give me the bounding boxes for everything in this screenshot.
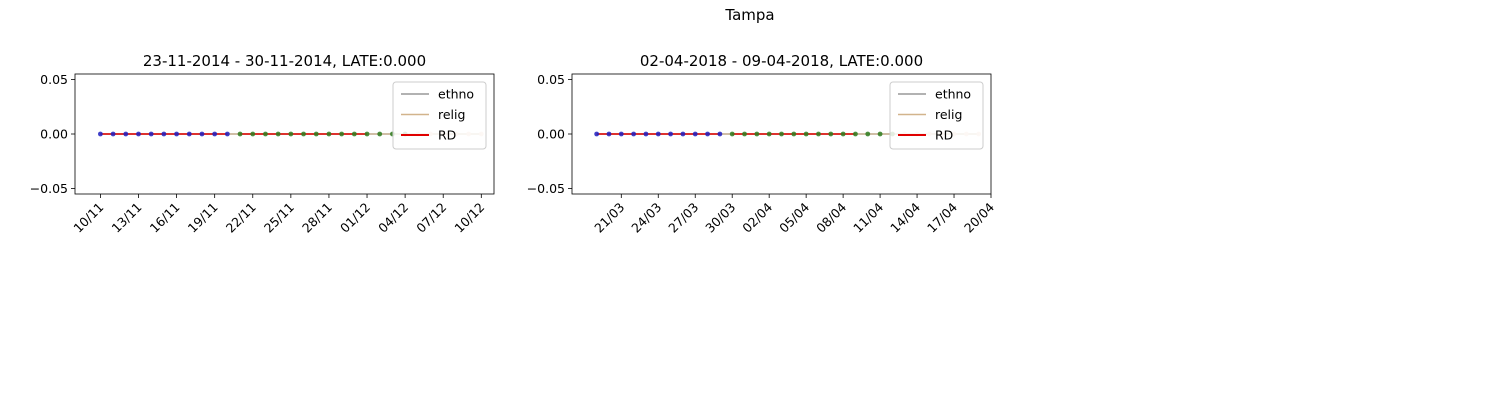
chart-panel-2: 02-04-2018 - 09-04-2018, LATE:0.000 0.05 0… — [527, 52, 997, 236]
data-point — [680, 131, 686, 137]
x-tick-label: 17/04 — [924, 199, 960, 235]
legend-label-ethno: ethno — [438, 87, 474, 102]
x-tick-label: 19/11 — [185, 200, 221, 236]
data-point — [339, 131, 345, 137]
y-tick-label: 0.05 — [40, 72, 68, 87]
x-tick-label: 08/04 — [813, 199, 849, 235]
data-point — [377, 131, 383, 137]
x-tick-label: 30/03 — [702, 200, 738, 236]
legend-label-ethno: ethno — [935, 87, 971, 102]
data-point — [326, 131, 332, 137]
data-point — [729, 131, 735, 137]
data-point — [136, 131, 141, 137]
chart-panel-1: 23-11-2014 - 30-11-2014, LATE:0.000 0.05 0… — [30, 52, 495, 236]
data-point — [212, 131, 218, 137]
data-point — [224, 131, 230, 137]
data-point — [110, 131, 116, 137]
data-point — [742, 131, 747, 137]
data-point — [779, 131, 784, 137]
data-point — [717, 131, 723, 137]
x-tick-label: 01/12 — [337, 200, 373, 236]
x-tick-label: 07/12 — [413, 200, 449, 236]
chart-title: 02-04-2018 - 09-04-2018, LATE:0.000 — [640, 52, 923, 70]
x-tick-label: 10/11 — [70, 200, 106, 236]
data-point — [250, 131, 256, 137]
data-point — [766, 131, 772, 137]
data-point — [97, 131, 103, 137]
data-point — [148, 131, 154, 137]
data-point — [631, 131, 637, 137]
data-point — [853, 131, 858, 137]
x-tick-label: 04/12 — [375, 200, 411, 236]
chart-title: 23-11-2014 - 30-11-2014, LATE:0.000 — [143, 52, 426, 70]
x-tick-label: 10/12 — [451, 200, 487, 236]
x-tick-label: 20/04 — [961, 199, 997, 235]
y-tick-label: 0.00 — [40, 127, 68, 142]
data-point — [161, 131, 167, 137]
legend-label-relig: relig — [438, 107, 465, 122]
y-tick-label: 0.00 — [537, 127, 565, 142]
x-tick-label: 05/04 — [776, 199, 812, 235]
y-tick-label: −0.05 — [30, 181, 68, 196]
data-point — [816, 131, 821, 137]
data-point — [174, 131, 179, 137]
y-tick-label: −0.05 — [527, 181, 565, 196]
data-point — [791, 131, 797, 137]
x-tick-label: 14/04 — [887, 199, 923, 235]
y-tick-label: 0.05 — [537, 72, 565, 87]
plot-frame — [571, 73, 992, 195]
data-point — [594, 131, 600, 137]
legend-label-RD: RD — [935, 128, 953, 143]
data-point — [186, 131, 192, 137]
legend-box — [392, 81, 487, 150]
data-point — [877, 131, 883, 137]
x-tick-label: 22/11 — [223, 200, 259, 236]
plot-frame — [74, 73, 495, 195]
data-point — [692, 131, 698, 137]
data-point — [668, 131, 673, 137]
x-tick-label: 16/11 — [147, 200, 183, 236]
data-point — [199, 131, 205, 137]
data-point — [288, 131, 294, 137]
data-point — [828, 131, 834, 137]
data-point — [865, 131, 871, 137]
data-point — [618, 131, 624, 137]
legend-box — [889, 81, 984, 150]
data-point — [606, 131, 612, 137]
data-point — [643, 131, 649, 137]
x-tick-label: 24/03 — [628, 200, 664, 236]
data-point — [803, 131, 809, 137]
figure-suptitle: Tampa — [724, 6, 774, 24]
legend-label-RD: RD — [438, 128, 456, 143]
data-point — [123, 131, 129, 137]
x-tick-label: 13/11 — [109, 200, 145, 236]
x-tick-label: 11/04 — [850, 199, 886, 235]
data-point — [655, 131, 661, 137]
data-point — [301, 131, 306, 137]
data-point — [313, 131, 319, 137]
data-point — [263, 131, 268, 137]
x-tick-label: 25/11 — [261, 200, 297, 236]
data-point — [364, 131, 370, 137]
data-point — [237, 131, 243, 137]
data-point — [754, 131, 760, 137]
x-tick-label: 21/03 — [591, 200, 627, 236]
data-point — [705, 131, 710, 137]
data-point — [275, 131, 281, 137]
data-point — [351, 131, 357, 137]
data-point — [840, 131, 846, 137]
legend-label-relig: relig — [935, 107, 962, 122]
x-tick-label: 28/11 — [299, 200, 335, 236]
x-tick-label: 27/03 — [665, 200, 701, 236]
x-tick-label: 02/04 — [739, 199, 775, 235]
